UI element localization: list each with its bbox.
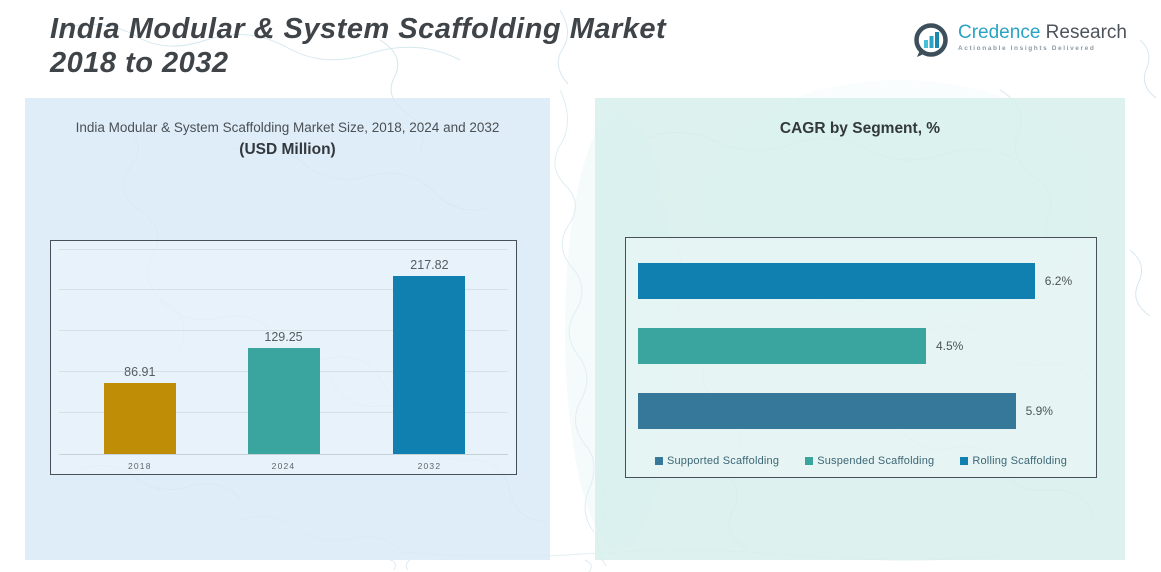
cagr-value-label: 6.2% (1044, 274, 1073, 288)
market-size-panel: India Modular & System Scaffolding Marke… (25, 98, 550, 560)
gridline (59, 289, 508, 291)
logo-text: Credence Research Actionable Insights De… (958, 22, 1127, 52)
cagr-bars: 6.2% 4.5% 5.9% (626, 238, 1096, 477)
logo-brand-secondary: Research (1045, 22, 1127, 43)
cagr-bar-suspended (638, 328, 926, 364)
logo-tagline: Actionable Insights Delivered (958, 45, 1096, 52)
cagr-chart-area: 6.2% 4.5% 5.9% Supported Scaffolding Suspen… (625, 237, 1097, 478)
bar-value-label: 86.91 (124, 364, 156, 379)
legend-swatch-icon (960, 457, 969, 465)
logo-brand-primary: Credence (958, 22, 1041, 43)
market-size-chart-subtitle: (USD Million) (239, 141, 336, 158)
gridline (59, 248, 508, 250)
cagr-bar-supported (638, 393, 1016, 429)
cagr-bar-rolling (638, 263, 1035, 299)
legend-label: Supported Scaffolding (666, 455, 780, 467)
bar-value-label: 217.82 (410, 257, 449, 272)
legend-item: Suspended Scaffolding (805, 455, 934, 467)
market-size-chart-area: 86.91 129.25 217.82 2018 2024 2032 (50, 240, 517, 475)
legend-swatch-icon (805, 457, 814, 465)
legend-label: Suspended Scaffolding (817, 455, 935, 467)
x-axis-label: 2018 (127, 461, 152, 471)
bar-value-label: 129.25 (264, 330, 303, 345)
x-axis-label: 2024 (271, 461, 296, 471)
cagr-value-label: 5.9% (1025, 404, 1053, 418)
market-size-chart-title: India Modular & System Scaffolding Marke… (75, 120, 500, 135)
logo-brand: Credence Research (958, 22, 1127, 44)
market-size-bar-2024: 129.25 (247, 330, 320, 454)
page-title: India Modular & System Scaffolding Marke… (50, 12, 666, 80)
legend-label: Rolling Scaffolding (972, 455, 1068, 467)
gridline (59, 330, 508, 332)
logo-bar-chart-icon (914, 23, 948, 57)
cagr-panel: CAGR by Segment, % 6.2% 4.5% 5.9% Supporte… (595, 98, 1125, 560)
market-size-bar-2032: 217.82 (393, 258, 466, 454)
legend-item: Supported Scaffolding (654, 455, 780, 467)
cagr-value-label: 4.5% (936, 339, 964, 353)
credence-research-logo: Credence Research Actionable Insights De… (912, 22, 1127, 60)
cagr-legend: Supported Scaffolding Suspended Scaffoldi… (626, 455, 1096, 467)
market-size-plot: 86.91 129.25 217.82 (59, 241, 508, 455)
market-size-bar-2018: 86.91 (103, 365, 176, 454)
page-title-line2: 2018 to 2032 (50, 47, 229, 79)
cagr-chart-title: CAGR by Segment, % (779, 120, 941, 137)
market-size-x-axis: 2018 2024 2032 (59, 455, 508, 474)
page-title-line1: India Modular & System Scaffolding Marke… (50, 13, 667, 45)
x-axis-label: 2032 (417, 461, 442, 471)
legend-item: Rolling Scaffolding (960, 455, 1067, 467)
legend-swatch-icon (654, 457, 663, 465)
